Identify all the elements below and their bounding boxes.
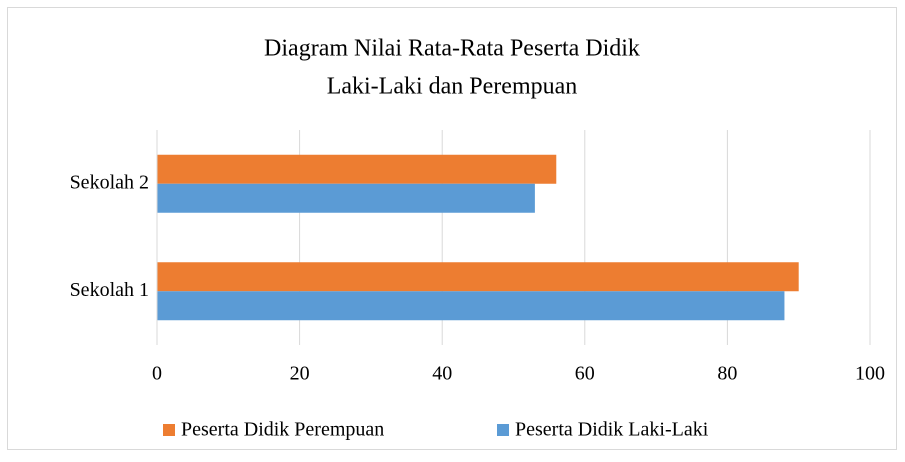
x-tick-label: 100 <box>855 363 885 385</box>
chart-frame <box>7 7 897 450</box>
x-tick-label: 80 <box>717 363 737 385</box>
y-tick-label: Sekolah 1 <box>70 279 149 301</box>
bar <box>157 154 557 184</box>
y-tick-label: Sekolah 2 <box>70 171 149 193</box>
bar <box>157 183 535 213</box>
x-tick-label: 0 <box>152 363 162 385</box>
x-tick-label: 60 <box>575 363 595 385</box>
chart-title: Diagram Nilai Rata-Rata Peserta Didik <box>264 36 640 62</box>
x-tick-label: 20 <box>290 363 310 385</box>
legend-label: Peserta Didik Laki-Laki <box>515 419 709 441</box>
bar <box>157 291 785 321</box>
bar <box>157 262 799 292</box>
chart-title: Laki-Laki dan Perempuan <box>327 74 578 100</box>
legend-label: Peserta Didik Perempuan <box>181 419 384 441</box>
legend-swatch <box>497 424 509 436</box>
x-tick-label: 40 <box>432 363 452 385</box>
legend-swatch <box>163 424 175 436</box>
